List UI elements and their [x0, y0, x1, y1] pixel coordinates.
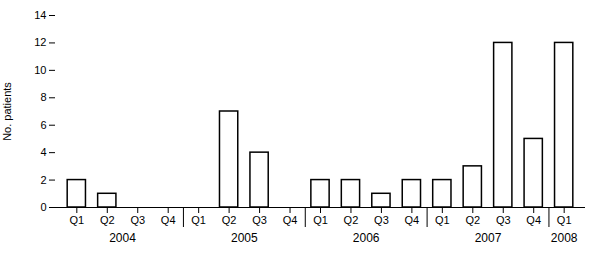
svg-text:12: 12	[34, 36, 46, 48]
svg-text:0: 0	[40, 201, 46, 213]
svg-text:Q3: Q3	[374, 214, 389, 226]
svg-text:14: 14	[34, 9, 46, 21]
svg-text:Q4: Q4	[526, 214, 541, 226]
svg-text:2006: 2006	[353, 231, 380, 245]
svg-text:2: 2	[40, 174, 46, 186]
svg-text:Q3: Q3	[130, 214, 145, 226]
svg-text:Q2: Q2	[344, 214, 359, 226]
svg-text:Q4: Q4	[405, 214, 420, 226]
svg-text:8: 8	[40, 91, 46, 103]
svg-text:2004: 2004	[109, 231, 136, 245]
svg-text:6: 6	[40, 119, 46, 131]
svg-text:Q2: Q2	[100, 214, 115, 226]
svg-text:4: 4	[40, 146, 46, 158]
svg-text:Q3: Q3	[252, 214, 267, 226]
svg-text:Q1: Q1	[435, 214, 450, 226]
svg-text:Q1: Q1	[69, 214, 84, 226]
svg-text:Q4: Q4	[161, 214, 176, 226]
svg-text:Q1: Q1	[191, 214, 206, 226]
svg-text:No. patients: No. patients	[1, 82, 13, 141]
svg-text:2007: 2007	[475, 231, 502, 245]
svg-text:2008: 2008	[551, 231, 578, 245]
svg-text:10: 10	[34, 64, 46, 76]
svg-text:Q3: Q3	[496, 214, 511, 226]
svg-text:Q2: Q2	[222, 214, 237, 226]
svg-text:Q1: Q1	[557, 214, 572, 226]
svg-text:Q1: Q1	[313, 214, 328, 226]
svg-text:2005: 2005	[231, 231, 258, 245]
svg-text:Q2: Q2	[465, 214, 480, 226]
svg-text:Q4: Q4	[283, 214, 298, 226]
